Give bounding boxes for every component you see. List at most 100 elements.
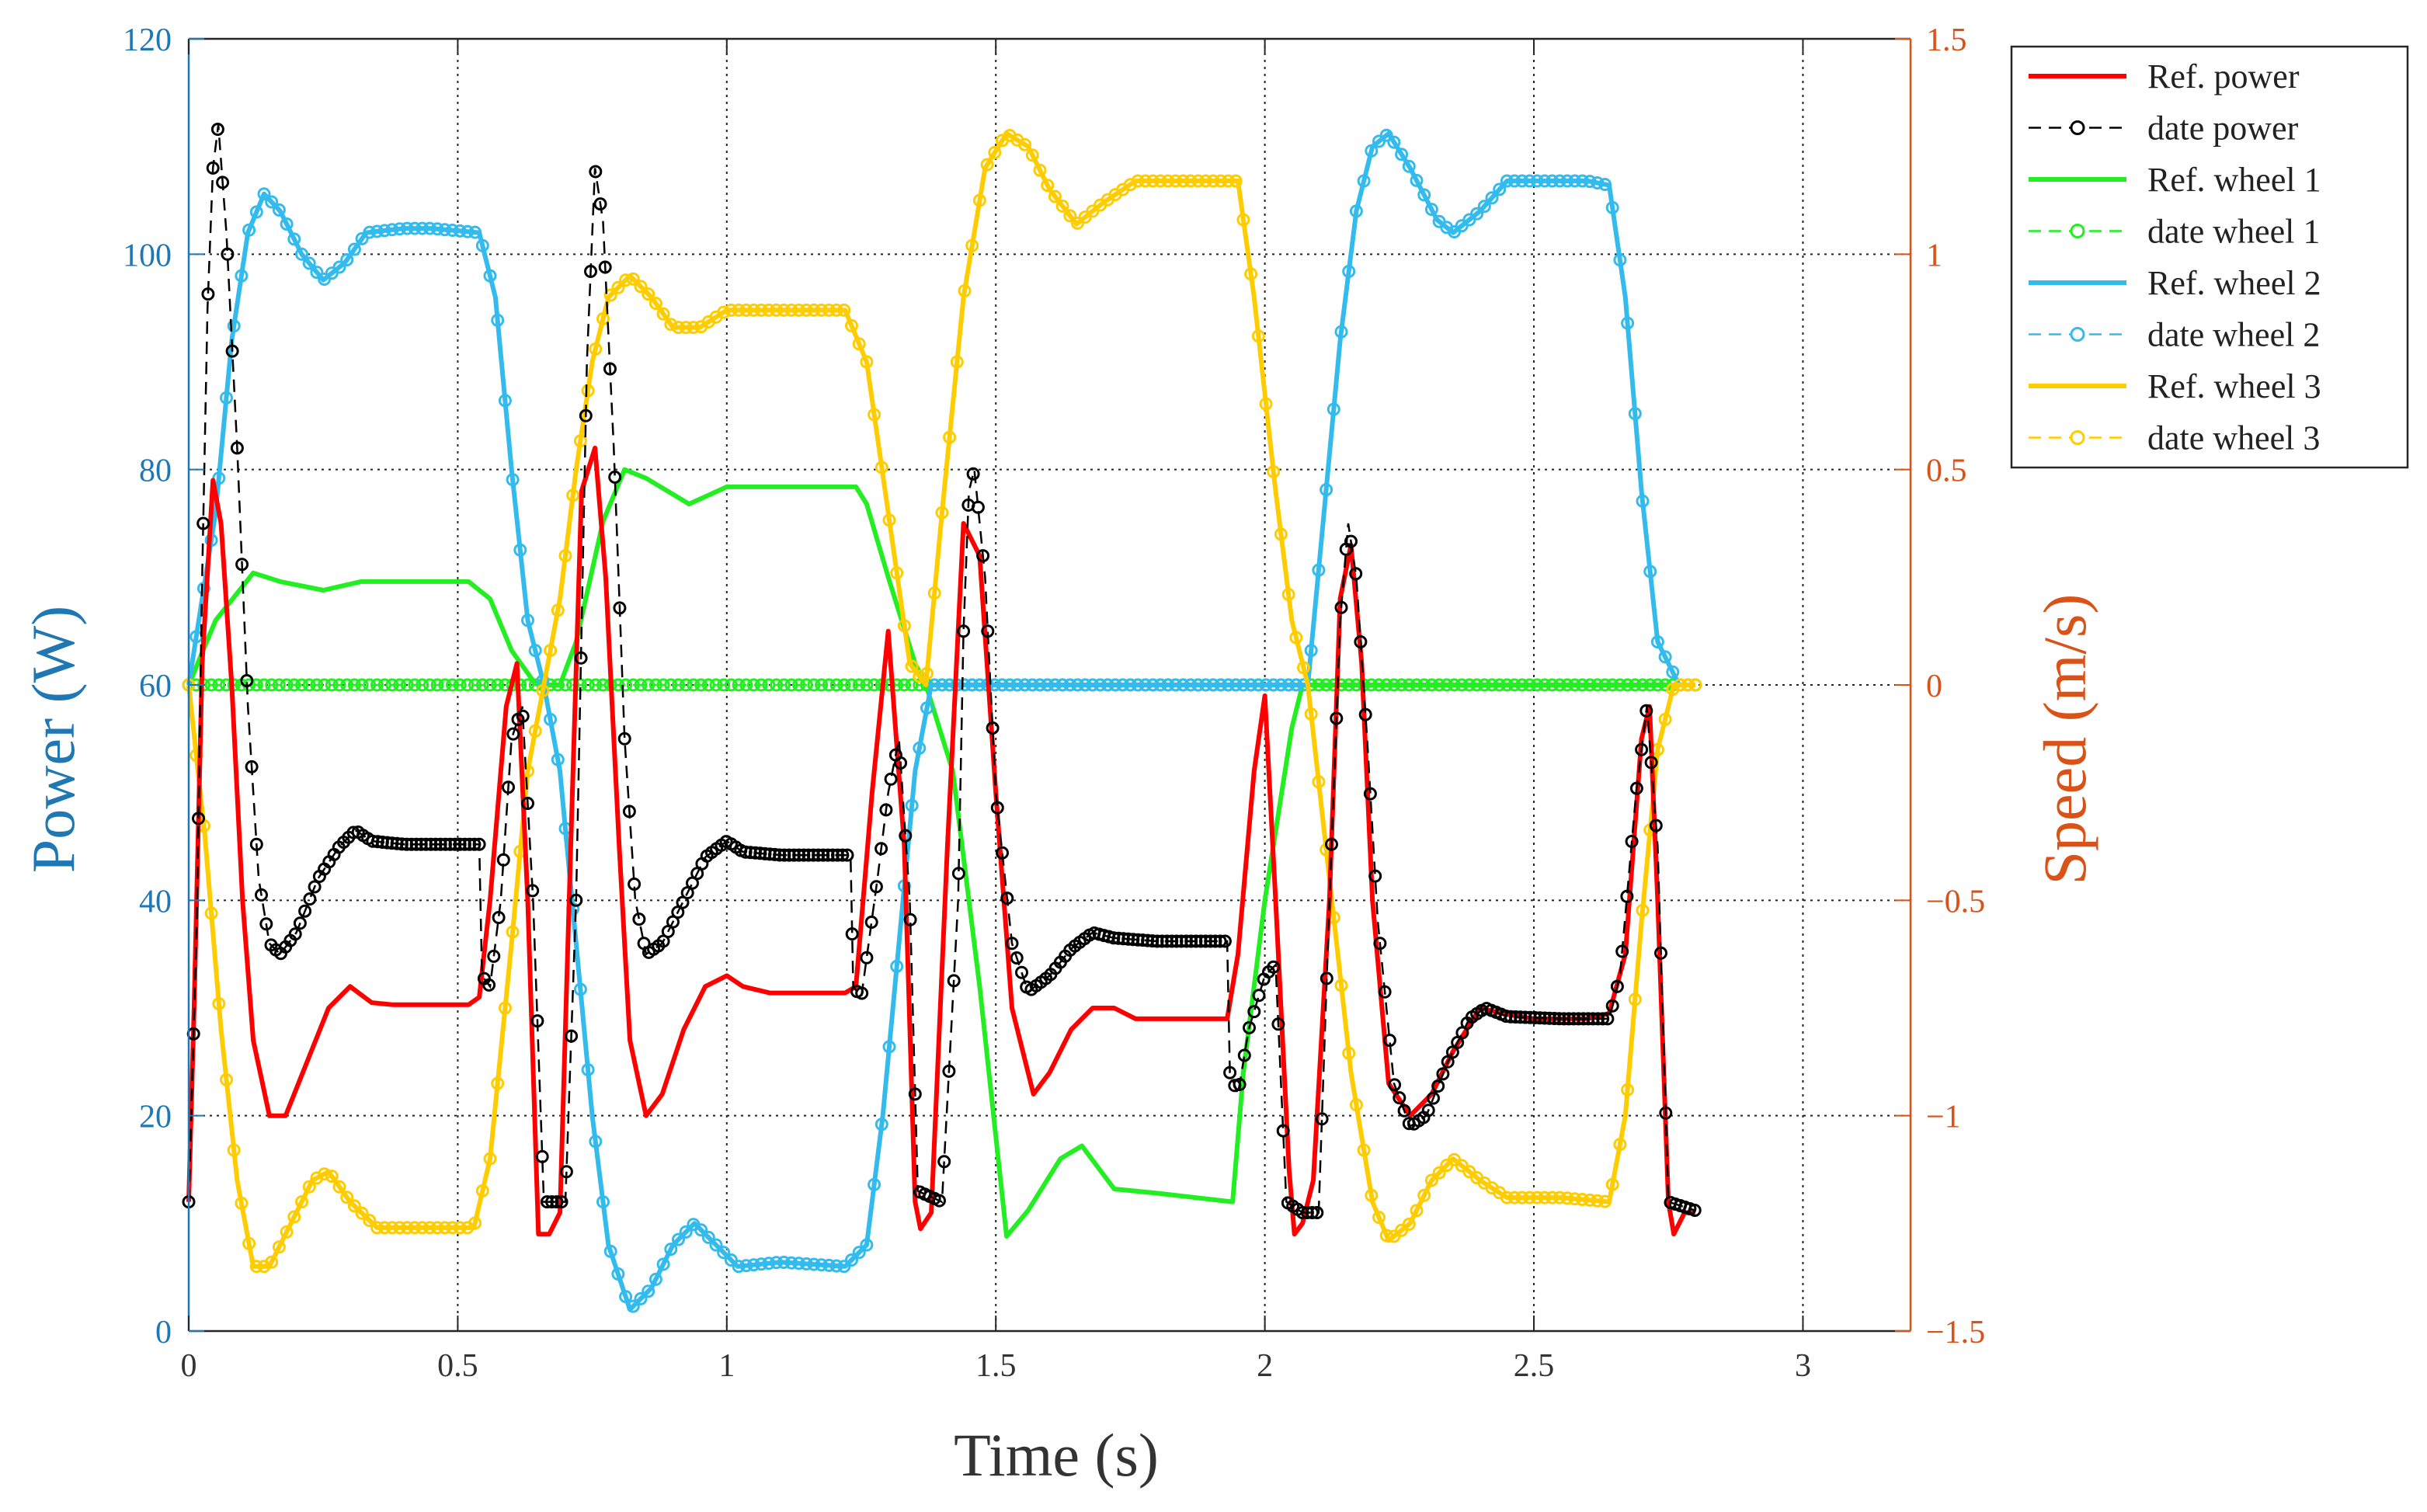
date-power-marker — [221, 247, 235, 261]
left-tick-label: 0 — [155, 1315, 172, 1350]
date-wheel-3-marker — [332, 1180, 346, 1194]
date-power-marker — [884, 772, 898, 786]
date-wheel-1-marker — [837, 678, 851, 692]
date-wheel-2-marker — [1515, 174, 1529, 188]
date-wheel-2-marker — [422, 221, 436, 235]
date-power-marker — [1368, 869, 1382, 883]
date-power-marker — [1252, 989, 1266, 1003]
date-wheel-1-marker — [370, 678, 384, 692]
date-wheel-3-marker — [1591, 1194, 1605, 1208]
date-wheel-3-marker — [1063, 209, 1077, 223]
date-wheel-2-marker — [430, 222, 444, 236]
date-wheel-3-marker — [1251, 329, 1265, 343]
date-wheel-3-marker — [1198, 174, 1212, 188]
date-wheel-1-marker — [777, 678, 791, 692]
date-power-marker — [1596, 1012, 1610, 1026]
date-wheel-3-marker — [1184, 174, 1198, 188]
date-power-marker — [1688, 1204, 1702, 1217]
date-power-marker — [565, 1029, 579, 1043]
date-wheel-3-marker — [1410, 1204, 1424, 1218]
date-wheel-2-marker — [905, 798, 919, 812]
date-wheel-3-marker — [687, 321, 701, 335]
legend-label-ref-wheel-1: Ref. wheel 1 — [2147, 161, 2321, 199]
date-wheel-2-marker — [927, 678, 941, 692]
date-power-marker — [1393, 1091, 1406, 1105]
date-wheel-2-marker — [852, 1246, 866, 1260]
date-wheel-3-marker — [544, 644, 558, 658]
date-power-marker — [990, 801, 1004, 815]
date-power-marker — [259, 917, 273, 931]
date-wheel-2-marker — [1583, 175, 1597, 189]
date-wheel-3-marker — [483, 1152, 497, 1166]
right-tick-label: 0.5 — [1926, 454, 1967, 489]
date-power-marker — [1605, 999, 1619, 1013]
date-power-marker — [1649, 819, 1663, 832]
date-wheel-1-marker — [318, 678, 332, 692]
date-wheel-2-marker — [1470, 207, 1484, 221]
legend-item-ref-wheel-2: Ref. wheel 2 — [2029, 264, 2321, 302]
date-wheel-3-marker — [204, 906, 218, 920]
x-axis-title: Time (s) — [954, 1421, 1159, 1489]
date-wheel-2-marker — [815, 1258, 829, 1272]
date-wheel-1-marker — [770, 678, 784, 692]
date-wheel-1-marker — [1515, 678, 1529, 692]
date-wheel-2-marker — [1650, 635, 1664, 648]
date-power-marker — [240, 674, 254, 687]
date-wheel-1-marker — [1493, 678, 1507, 692]
date-power-marker — [201, 287, 215, 301]
date-power-marker — [1005, 937, 1019, 951]
date-wheel-1-marker — [393, 678, 407, 692]
date-wheel-1-marker — [732, 678, 746, 692]
date-wheel-3-marker — [1169, 174, 1183, 188]
date-wheel-3-marker — [1583, 1193, 1597, 1207]
date-wheel-2-marker — [302, 256, 316, 270]
date-wheel-3-marker — [1417, 1188, 1431, 1202]
date-power-marker — [472, 837, 486, 851]
date-wheel-1-marker — [1650, 678, 1664, 692]
date-power-marker — [869, 880, 883, 894]
date-wheel-3-marker — [664, 318, 678, 332]
date-power-marker — [424, 837, 438, 851]
date-wheel-2-marker — [257, 187, 271, 201]
date-power-marker — [1421, 1104, 1435, 1117]
date-wheel-3-marker — [1365, 1188, 1379, 1202]
date-wheel-3-marker — [438, 1221, 452, 1235]
date-power-marker — [908, 1087, 922, 1101]
date-wheel-3-marker — [732, 303, 746, 317]
date-wheel-2-marker — [1530, 174, 1544, 188]
date-wheel-1-marker — [1583, 678, 1597, 692]
date-power-marker — [1427, 1091, 1440, 1105]
date-wheel-1-marker — [807, 678, 821, 692]
right-tick-label: −1 — [1926, 1100, 1961, 1135]
date-power-marker — [1247, 1005, 1261, 1019]
date-wheel-2-marker — [1493, 182, 1507, 196]
date-wheel-3-marker — [295, 1195, 308, 1209]
left-tick-label: 80 — [139, 454, 172, 489]
date-power-marker — [468, 837, 482, 851]
date-power-marker — [1431, 1079, 1445, 1093]
date-wheel-2-marker — [1184, 678, 1198, 692]
date-power-marker — [439, 837, 452, 851]
date-power-marker — [628, 878, 642, 891]
right-tick-label: 0 — [1926, 669, 1942, 704]
date-power-marker — [617, 732, 631, 746]
date-wheel-2-marker — [581, 1063, 595, 1076]
date-power-marker — [1300, 1206, 1314, 1219]
date-wheel-1-marker — [347, 678, 361, 692]
date-wheel-1-marker — [416, 678, 429, 692]
date-wheel-2-marker — [1146, 678, 1160, 692]
date-power-marker — [487, 949, 501, 963]
date-power-marker — [1315, 1112, 1329, 1126]
left-tick-label: 20 — [139, 1100, 172, 1135]
date-wheel-2-marker — [1575, 174, 1589, 188]
date-wheel-3-marker — [754, 303, 768, 317]
date-wheel-1-marker — [1530, 678, 1544, 692]
date-power-marker — [521, 797, 534, 810]
date-wheel-2-marker — [829, 1259, 843, 1273]
date-power-marker — [555, 1195, 569, 1209]
date-wheel-2-marker — [679, 1225, 693, 1239]
date-power-series — [182, 123, 1702, 1219]
date-wheel-2-marker — [972, 678, 986, 692]
date-wheel-3-marker — [860, 355, 874, 369]
date-power-marker — [981, 624, 995, 638]
